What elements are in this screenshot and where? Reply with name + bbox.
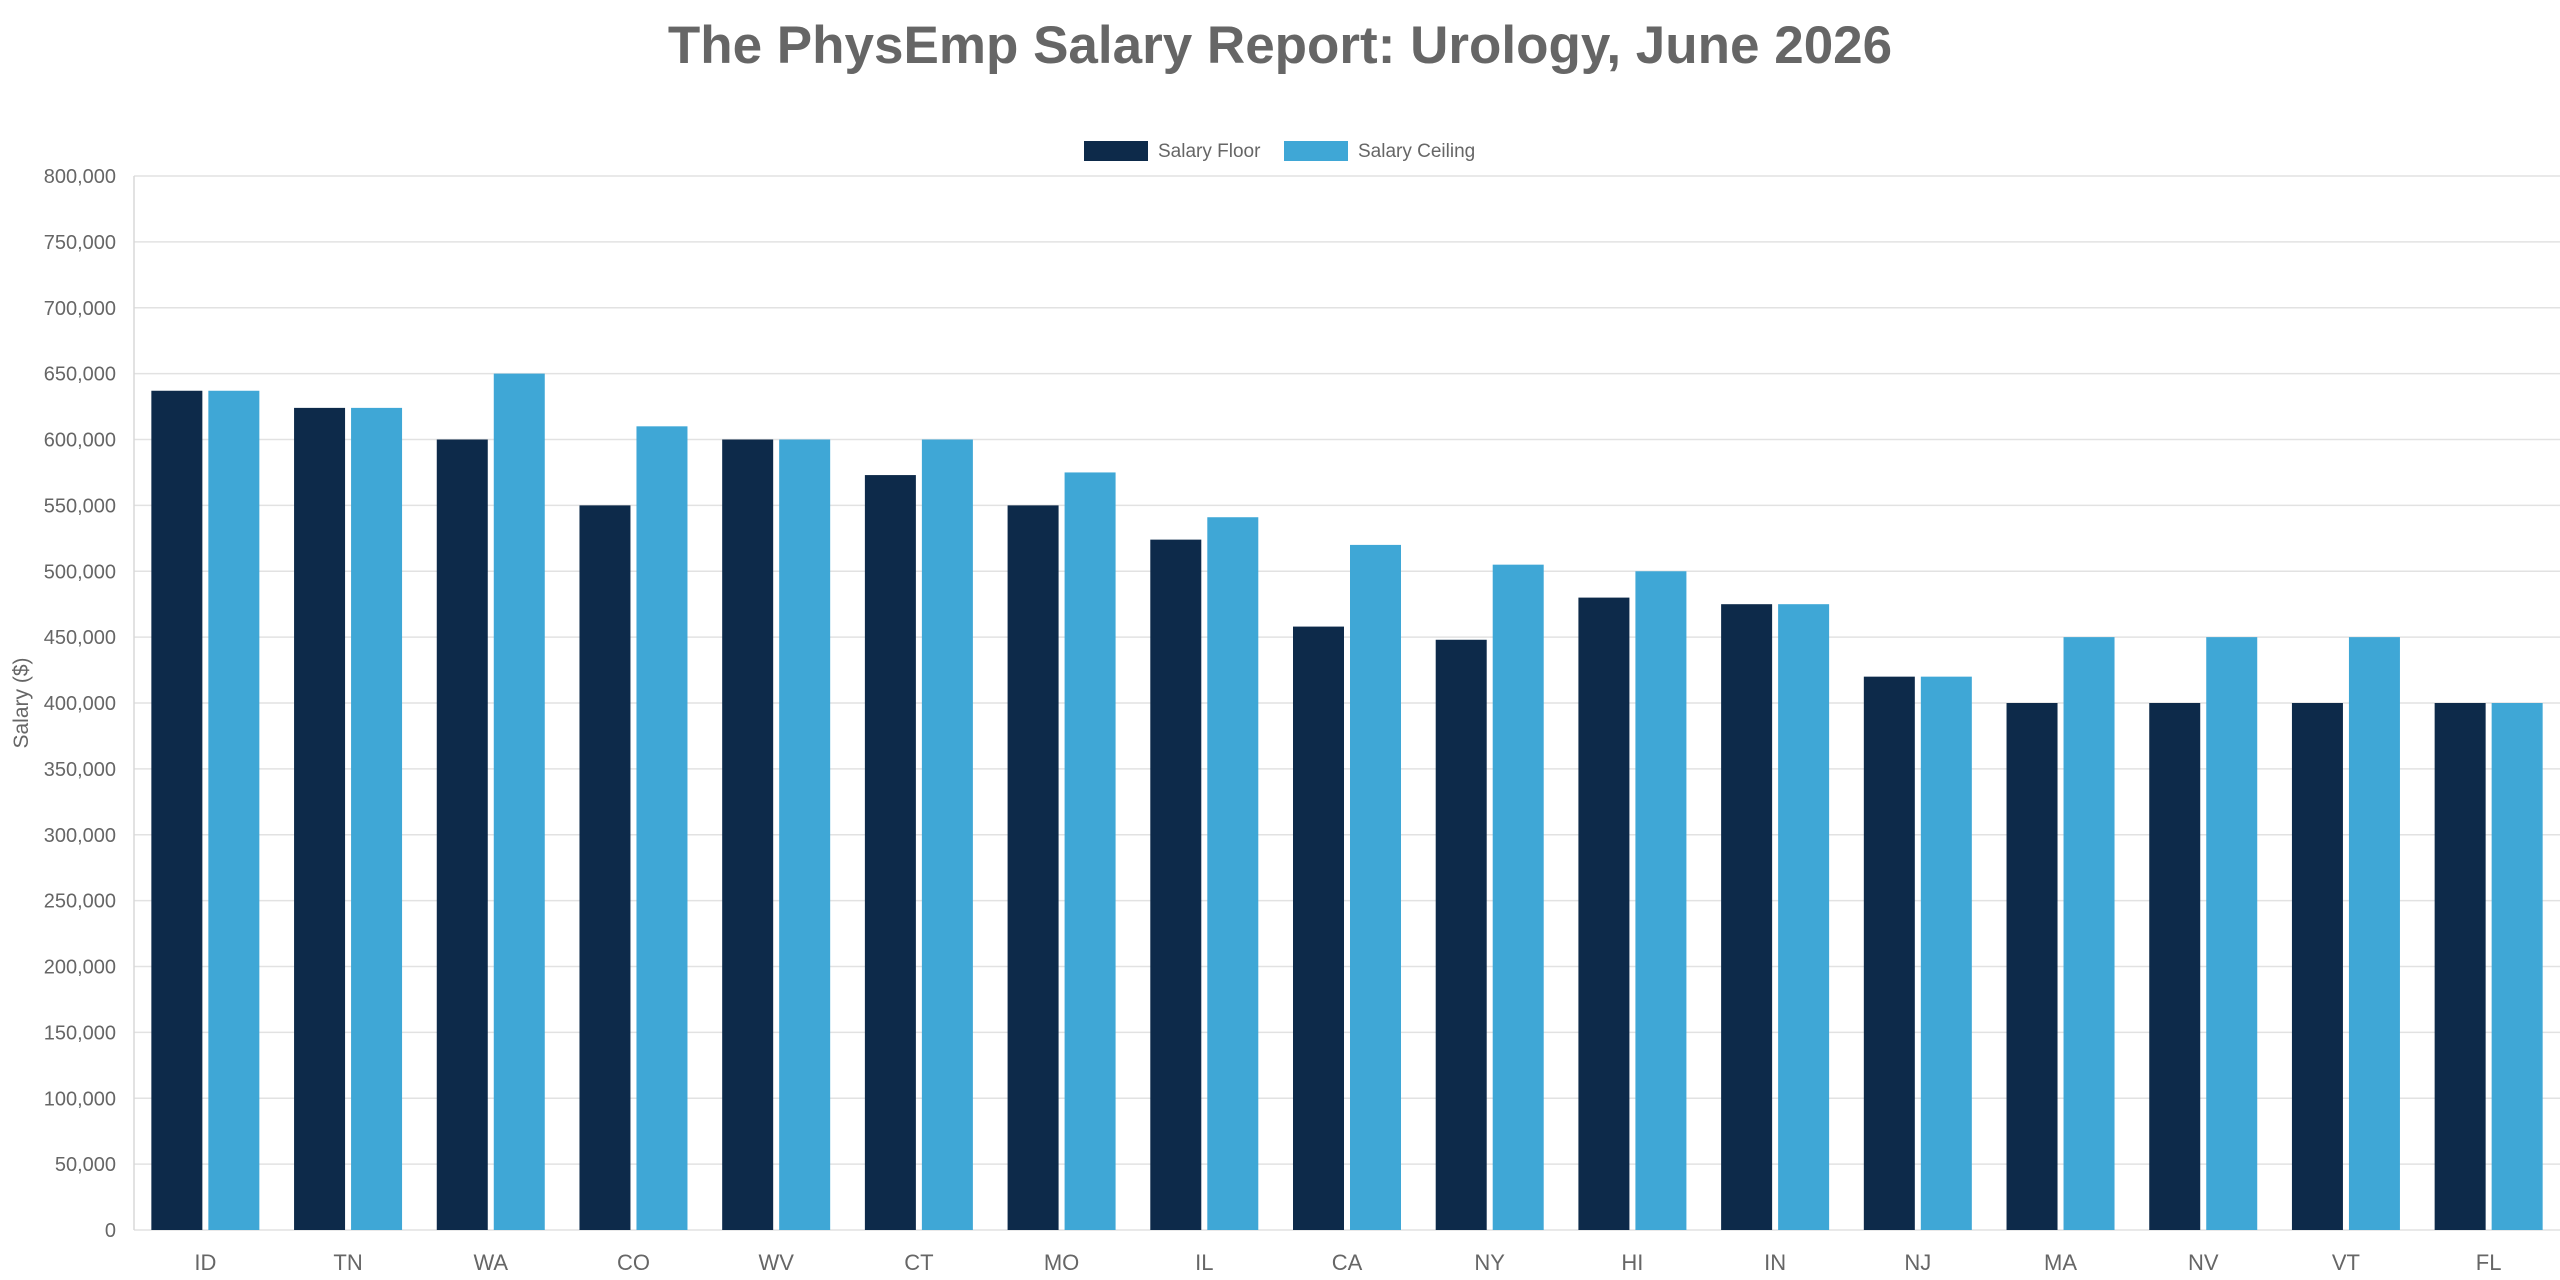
x-tick-label: NV (2188, 1250, 2219, 1275)
bar-salary-ceiling-wa[interactable] (493, 373, 545, 1230)
x-tick-label: IN (1764, 1250, 1786, 1275)
bar-salary-ceiling-ma[interactable] (2063, 637, 2115, 1230)
bar-salary-floor-in[interactable] (1721, 604, 1773, 1230)
y-tick-label: 0 (105, 1220, 116, 1242)
y-tick-label: 400,000 (44, 693, 116, 715)
legend-swatch (1084, 141, 1148, 161)
y-axis-tick-labels: 0 50,000 100,000 150,000 200,000 250,000 300,0… (44, 166, 116, 1242)
bar-salary-floor-id[interactable] (151, 390, 203, 1230)
bar-salary-floor-hi[interactable] (1578, 597, 1630, 1230)
y-tick-label: 450,000 (44, 627, 116, 649)
y-tick-label: 650,000 (44, 364, 116, 386)
bar-salary-ceiling-ca[interactable] (1350, 544, 1401, 1230)
legend-label: Salary Floor (1158, 141, 1261, 162)
bar-salary-ceiling-nj[interactable] (1920, 676, 1972, 1230)
bar-salary-floor-il[interactable] (1150, 539, 1202, 1230)
x-tick-label: WA (473, 1250, 508, 1275)
bar-salary-ceiling-in[interactable] (1778, 604, 1830, 1230)
x-tick-label: TN (333, 1250, 362, 1275)
x-tick-label: HI (1621, 1250, 1643, 1275)
bar-salary-ceiling-ny[interactable] (1492, 564, 1544, 1230)
x-tick-label: MA (2044, 1250, 2077, 1275)
bar-salary-ceiling-mo[interactable] (1064, 472, 1116, 1230)
bar-salary-floor-fl[interactable] (2434, 703, 2486, 1230)
x-tick-label: NY (1474, 1250, 1505, 1275)
legend-item-salary-floor[interactable]: Salary Floor (1084, 141, 1261, 162)
legend-swatch (1284, 141, 1348, 161)
x-tick-label: FL (2476, 1250, 2502, 1275)
bar-salary-floor-tn[interactable] (294, 407, 346, 1230)
y-tick-label: 600,000 (44, 430, 116, 452)
x-tick-label: CA (1332, 1250, 1363, 1275)
x-axis-category-labels: ID TN WA CO WV CT MO IL CA NY HI IN NJ MA NV VT FL (194, 1250, 2501, 1275)
bar-salary-floor-ma[interactable] (2006, 703, 2058, 1230)
x-tick-label: MO (1044, 1250, 1079, 1275)
bar-salary-ceiling-id[interactable] (208, 390, 260, 1230)
bar-salary-floor-nv[interactable] (2149, 703, 2201, 1230)
y-tick-label: 100,000 (44, 1088, 116, 1110)
legend-label: Salary Ceiling (1358, 141, 1475, 162)
x-tick-label: IL (1195, 1250, 1213, 1275)
y-tick-label: 50,000 (55, 1154, 116, 1176)
legend[interactable]: Salary Floor Salary Ceiling (1084, 141, 1475, 162)
bar-salary-floor-co[interactable] (579, 505, 631, 1230)
x-tick-label: WV (758, 1250, 794, 1275)
y-tick-label: 800,000 (44, 166, 116, 188)
chart-title: The PhysEmp Salary Report: Urology, June… (667, 16, 1893, 75)
bar-salary-floor-mo[interactable] (1007, 505, 1059, 1230)
bar-salary-floor-wv[interactable] (722, 439, 774, 1231)
bar-salary-ceiling-ct[interactable] (921, 439, 973, 1231)
y-axis-title: Salary ($) (10, 657, 33, 748)
bar-salary-floor-vt[interactable] (2291, 703, 2343, 1230)
bar-salary-ceiling-il[interactable] (1207, 517, 1259, 1230)
y-tick-label: 300,000 (44, 825, 116, 847)
x-tick-label: VT (2332, 1250, 2360, 1275)
y-tick-label: 250,000 (44, 891, 116, 913)
x-tick-label: CT (904, 1250, 933, 1275)
x-tick-label: CO (617, 1250, 650, 1275)
bar-salary-floor-wa[interactable] (436, 439, 488, 1231)
legend-item-salary-ceiling[interactable]: Salary Ceiling (1284, 141, 1475, 162)
x-tick-label: ID (194, 1250, 216, 1275)
bar-salary-floor-nj[interactable] (1863, 676, 1915, 1230)
bar-salary-ceiling-hi[interactable] (1635, 571, 1687, 1230)
bar-salary-ceiling-vt[interactable] (2348, 637, 2400, 1230)
bar-salary-ceiling-nv[interactable] (2206, 637, 2258, 1230)
y-tick-label: 500,000 (44, 561, 116, 583)
bar-salary-floor-ct[interactable] (864, 475, 916, 1230)
bar-salary-ceiling-tn[interactable] (351, 407, 403, 1230)
y-tick-label: 700,000 (44, 298, 116, 320)
bar-salary-ceiling-wv[interactable] (779, 439, 831, 1231)
y-tick-label: 350,000 (44, 759, 116, 781)
y-tick-label: 150,000 (44, 1022, 116, 1044)
bars (151, 373, 2543, 1231)
bar-salary-floor-ny[interactable] (1435, 639, 1487, 1230)
y-tick-label: 200,000 (44, 957, 116, 979)
bar-salary-ceiling-co[interactable] (636, 426, 688, 1230)
y-tick-label: 550,000 (44, 495, 116, 517)
bar-salary-ceiling-fl[interactable] (2491, 703, 2543, 1230)
y-tick-label: 750,000 (44, 232, 116, 254)
bar-salary-floor-ca[interactable] (1293, 626, 1344, 1230)
x-tick-label: NJ (1904, 1250, 1931, 1275)
